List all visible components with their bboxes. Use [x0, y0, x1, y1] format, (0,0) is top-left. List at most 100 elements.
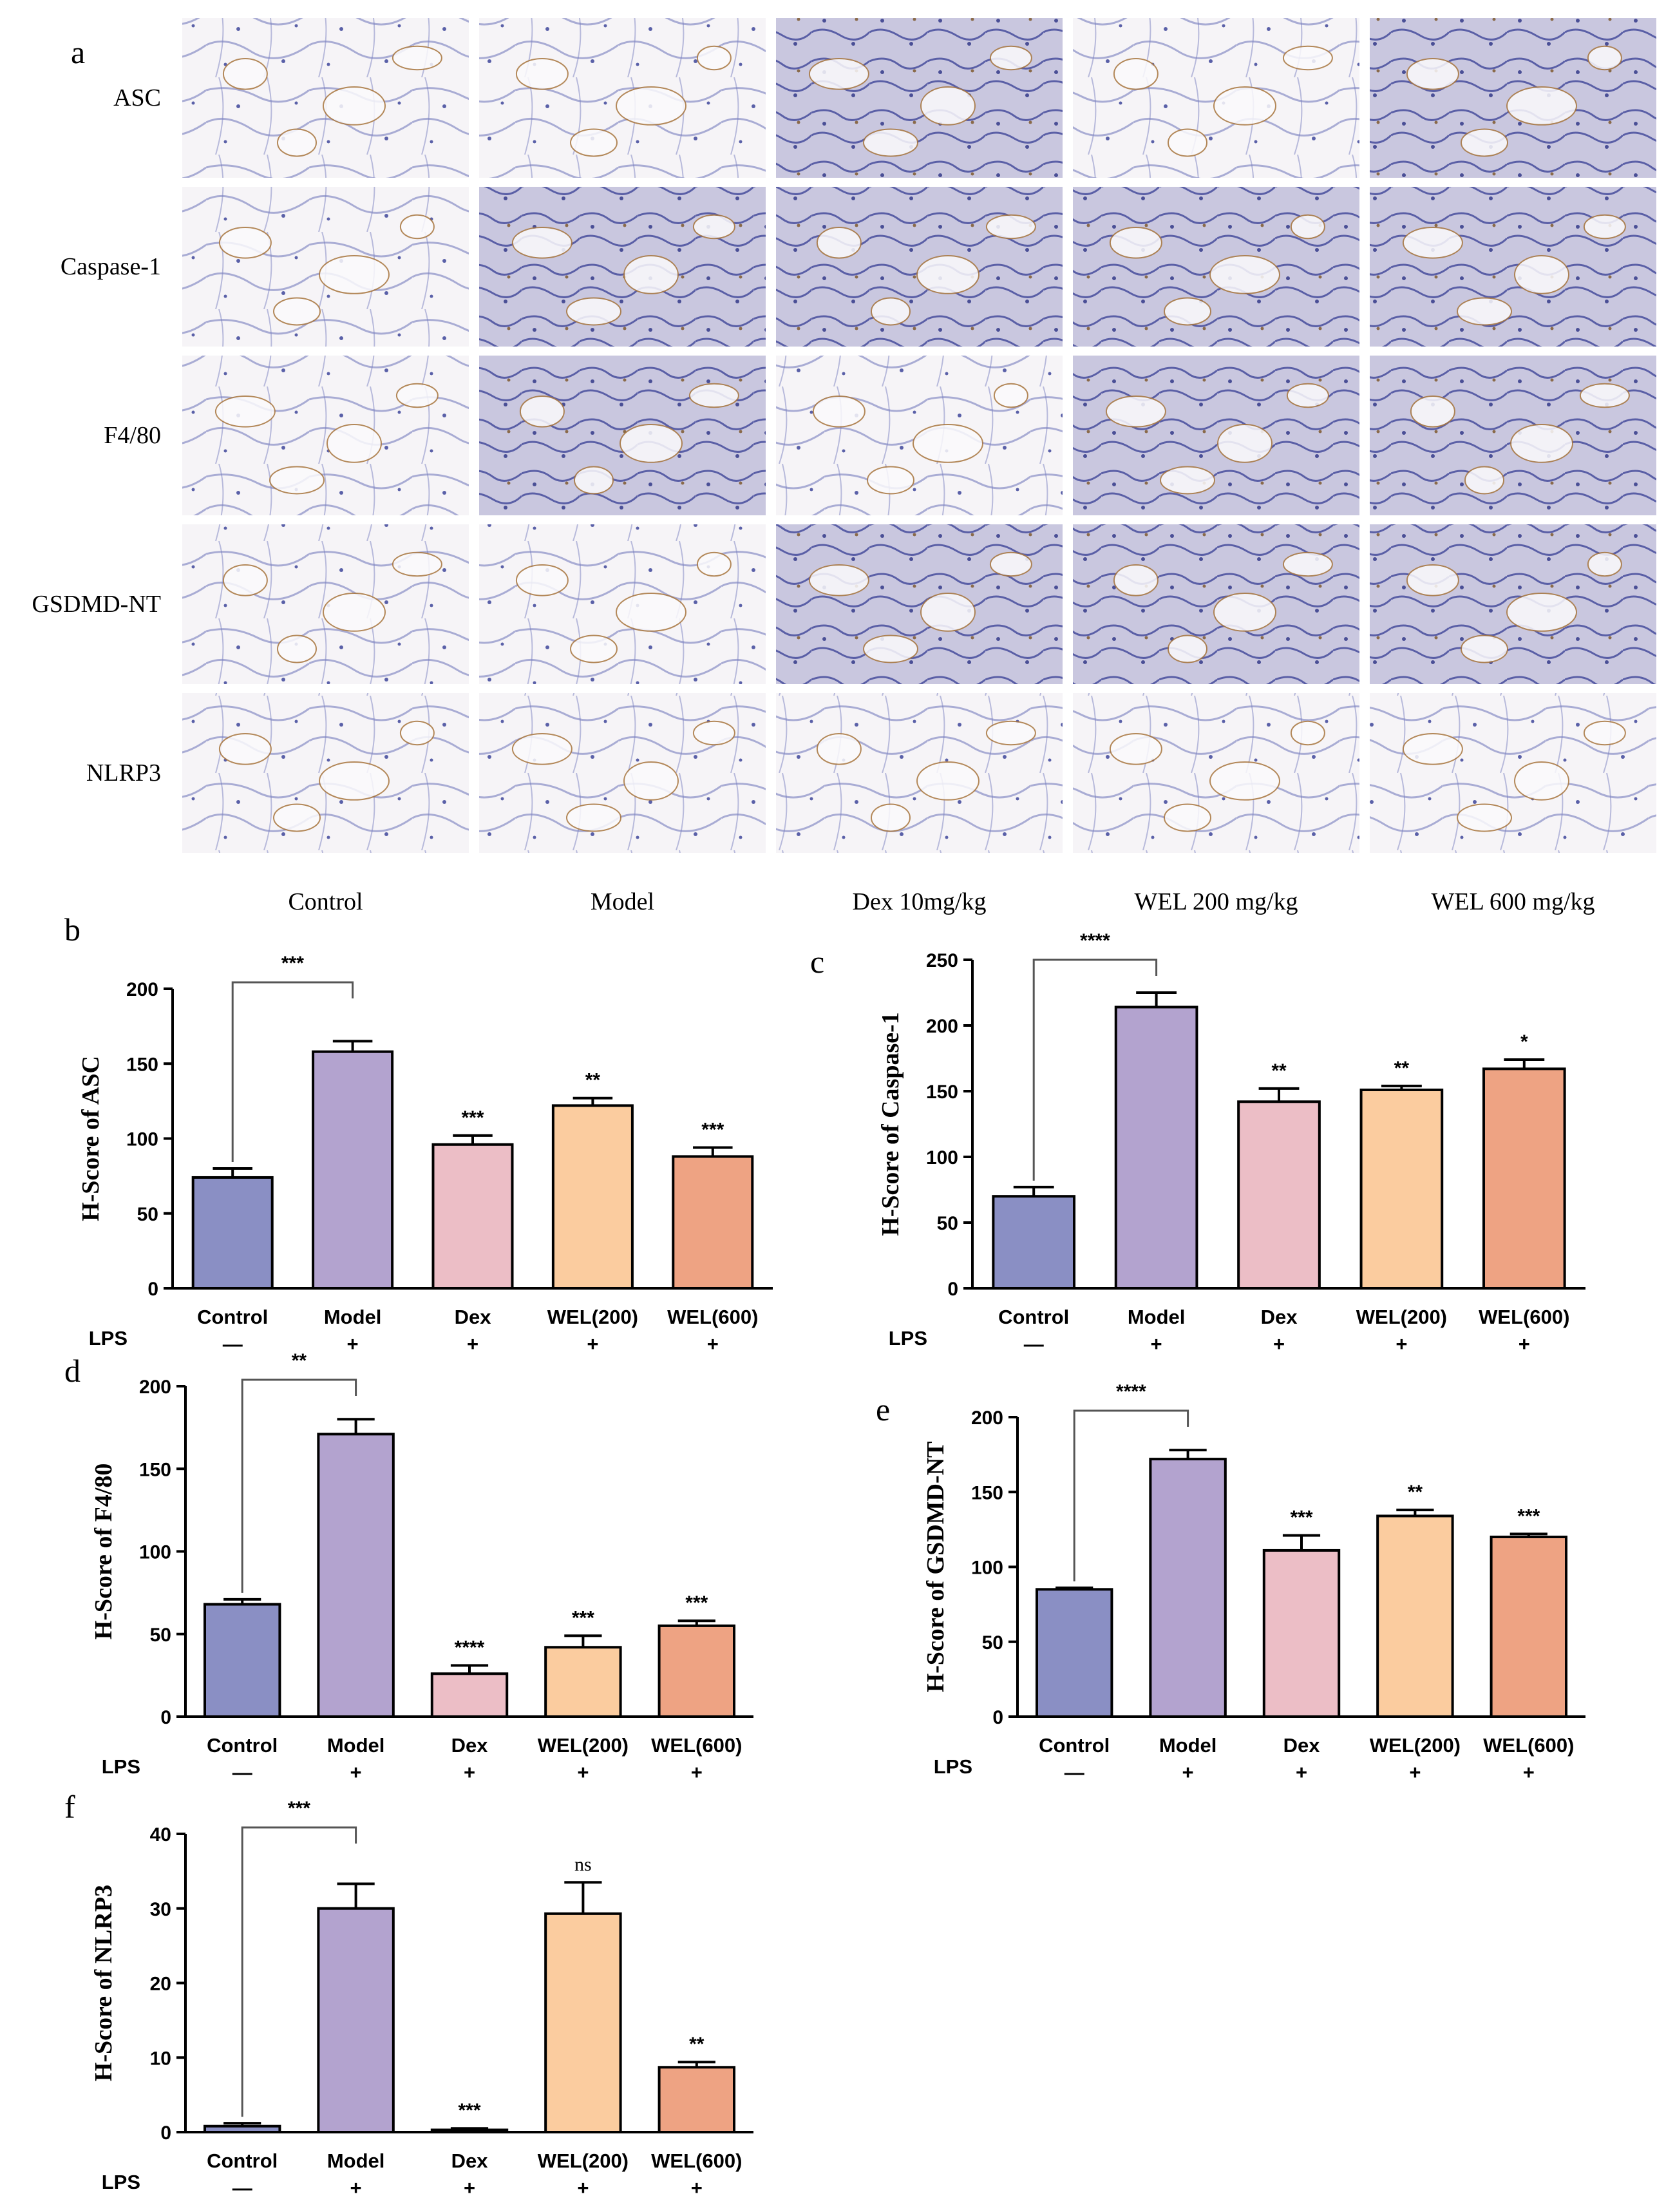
- comparison-label: ****: [1080, 930, 1110, 951]
- micrograph-row-label: ASC: [113, 84, 161, 111]
- x-tick-label: Control: [197, 1306, 268, 1328]
- alveolar-space: [1461, 634, 1508, 663]
- y-tick-label: 50: [137, 1204, 158, 1225]
- comparison-bracket: [1032, 958, 1158, 1181]
- micrograph-tile: [1370, 187, 1656, 347]
- alveolar-space: [1583, 720, 1626, 746]
- alveolar-space: [816, 733, 862, 765]
- alveolar-space: [1464, 466, 1504, 495]
- bar-chart-c: c 0 50 100 150 200 250 H-Score of Caspase-1 Cont…: [810, 930, 1585, 1355]
- micrograph-tile: [776, 187, 1063, 347]
- significance-label: **: [1271, 1060, 1287, 1082]
- micrograph-tile: [182, 356, 469, 515]
- alveolar-space: [993, 383, 1028, 408]
- alveolar-space: [1406, 58, 1459, 90]
- y-tick-label: 20: [150, 1974, 171, 1995]
- alveolar-space: [511, 733, 573, 765]
- micrograph-image: [1073, 356, 1359, 515]
- lps-marker: +: [1296, 1761, 1307, 1784]
- bar: [1359, 1088, 1444, 1290]
- x-tick-label: Dex: [1283, 1734, 1321, 1757]
- y-tick-label: 40: [150, 1824, 171, 1845]
- micrograph-column-label: WEL 600 mg/kg: [1432, 888, 1595, 915]
- bar: [1114, 1006, 1198, 1290]
- alveolar-space: [863, 634, 918, 663]
- alveolar-space: [1587, 551, 1622, 577]
- alveolar-space: [323, 86, 386, 126]
- alveolar-space: [623, 255, 679, 294]
- alveolar-space: [395, 383, 439, 408]
- lps-marker: —: [223, 1333, 243, 1355]
- comparison-bracket: [241, 1826, 357, 2117]
- micrograph-row-label: Caspase-1: [61, 253, 161, 280]
- lps-row-label: LPS: [889, 1327, 927, 1349]
- micrograph-tile: [776, 693, 1063, 853]
- alveolar-space: [985, 214, 1036, 240]
- x-tick-label: WEL(200): [1356, 1306, 1447, 1328]
- lps-marker: +: [1523, 1761, 1535, 1784]
- lps-marker: +: [347, 1333, 359, 1355]
- micrograph-tile: [182, 187, 469, 347]
- bar: [430, 2128, 509, 2134]
- y-tick-label: 0: [160, 2122, 171, 2144]
- micrograph-row-label: GSDMD-NT: [32, 591, 161, 618]
- lps-marker: +: [1519, 1333, 1530, 1355]
- alveolar-space: [214, 396, 276, 428]
- y-tick-label: 150: [926, 1082, 958, 1103]
- lps-marker: +: [464, 2177, 475, 2199]
- alveolar-space: [566, 803, 621, 832]
- significance-label: ***: [701, 1119, 724, 1140]
- micrograph-tile: [776, 18, 1063, 178]
- significance-label: ns: [574, 1854, 592, 1875]
- alveolar-space: [808, 58, 869, 90]
- alveolar-space: [1514, 761, 1569, 801]
- alveolar-space: [1286, 383, 1329, 408]
- micrograph-image: [1370, 693, 1656, 853]
- alveolar-space: [920, 86, 976, 126]
- y-tick-label: 200: [926, 1016, 958, 1037]
- y-tick-label: 200: [971, 1407, 1003, 1429]
- alveolar-space: [1510, 424, 1573, 463]
- alveolar-space: [511, 227, 573, 259]
- alveolar-space: [1406, 564, 1459, 596]
- lps-marker: +: [1182, 1761, 1194, 1784]
- y-tick-label: 100: [971, 1558, 1003, 1579]
- x-tick-label: WEL(600): [667, 1306, 758, 1328]
- y-tick-label: 100: [139, 1542, 171, 1563]
- comparison-label: ****: [1116, 1381, 1146, 1402]
- lps-marker: +: [691, 2177, 703, 2199]
- x-tick-label: WEL(200): [538, 2150, 629, 2172]
- alveolar-space: [1113, 58, 1159, 90]
- alveolar-space: [916, 761, 979, 801]
- y-tick-label: 50: [150, 1625, 171, 1646]
- x-tick-label: WEL(200): [1370, 1734, 1461, 1757]
- bar: [203, 1603, 281, 1719]
- x-tick-label: WEL(600): [1483, 1734, 1574, 1757]
- alveolar-space: [277, 634, 317, 663]
- alveolar-space: [620, 424, 683, 463]
- alveolar-space: [808, 564, 869, 596]
- micrograph-tile: [479, 524, 766, 684]
- x-tick-label: Model: [324, 1306, 382, 1328]
- y-tick-label: 0: [992, 1707, 1003, 1728]
- micrograph-tile: [1073, 18, 1359, 178]
- alveolar-space: [574, 466, 614, 495]
- y-axis-label: H-Score of ASC: [77, 1056, 104, 1221]
- alveolar-space: [1113, 564, 1159, 596]
- alveolar-space: [1402, 733, 1463, 765]
- micrograph-tile: [1073, 524, 1359, 684]
- alveolar-space: [519, 396, 565, 428]
- y-tick-label: 50: [937, 1213, 958, 1234]
- x-tick-label: Dex: [1261, 1306, 1298, 1328]
- y-tick-label: 100: [126, 1129, 158, 1150]
- alveolar-space: [218, 733, 272, 765]
- lps-marker: —: [1065, 1761, 1084, 1784]
- bar: [312, 1050, 394, 1290]
- alveolar-space: [623, 761, 679, 801]
- micrograph-tile: [479, 187, 766, 347]
- comparison-label: ***: [281, 953, 304, 974]
- comparison-bracket: [241, 1378, 357, 1593]
- lps-marker: +: [1409, 1761, 1421, 1784]
- significance-label: ****: [455, 1637, 485, 1658]
- y-tick-label: 150: [971, 1482, 1003, 1503]
